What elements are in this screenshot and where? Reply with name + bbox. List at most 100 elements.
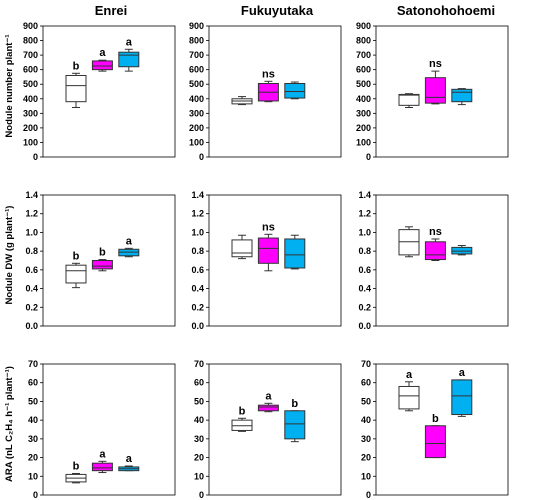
box-2: b — [424, 413, 446, 459]
y-tick-label: 0.6 — [25, 265, 38, 275]
y-tick-label: 50 — [194, 396, 204, 406]
column-title-fukuyutaka: Fukuyutaka — [241, 3, 314, 18]
y-tick-label: 600 — [23, 65, 38, 75]
y-tick-label: 500 — [189, 79, 204, 89]
y-tick-label: 30 — [194, 434, 204, 444]
y-tick-label: 100 — [23, 137, 38, 147]
box-iqr — [424, 77, 446, 104]
significance-label: a — [406, 369, 413, 381]
box-1: b — [65, 250, 87, 289]
significance-label: a — [265, 390, 272, 402]
box-1: b — [231, 405, 253, 432]
box-iqr — [424, 425, 446, 459]
y-tick-label: 0.8 — [191, 246, 204, 256]
y-tick-label: 1.4 — [191, 190, 204, 200]
y-tick-label: 1.4 — [25, 190, 38, 200]
plot-frame — [375, 194, 509, 327]
y-tick-label: 1.2 — [191, 209, 204, 219]
y-tick-label: 0.8 — [25, 246, 38, 256]
box-iqr — [284, 238, 306, 269]
y-tick-label: 400 — [23, 94, 38, 104]
box-iqr — [91, 260, 113, 270]
significance-label: b — [73, 250, 80, 262]
significance-label: a — [99, 448, 106, 460]
significance-label: b — [99, 247, 106, 259]
y-tick-label: 1.0 — [25, 227, 38, 237]
y-tick-label: 200 — [23, 123, 38, 133]
box-iqr — [118, 51, 140, 68]
y-tick-label: 1.0 — [191, 227, 204, 237]
y-tick-label: 60 — [28, 378, 38, 388]
significance-label: ns — [429, 226, 442, 238]
box-iqr — [284, 410, 306, 440]
panel-3-2: 0 10 20 30 40 50 60 70 b a b — [194, 359, 342, 500]
box-2: ns — [257, 221, 279, 272]
y-tick-label: 200 — [356, 123, 371, 133]
plot-frame — [375, 363, 509, 496]
y-tick-label: 60 — [361, 378, 371, 388]
y-tick-label: 300 — [23, 108, 38, 118]
y-tick-label: 50 — [361, 396, 371, 406]
plot-frame — [42, 194, 176, 327]
panel-3-3: 0 10 20 30 40 50 60 70 a b a — [361, 359, 509, 500]
significance-label: b — [239, 405, 246, 417]
y-tick-label: 900 — [356, 21, 371, 31]
y-tick-label: 600 — [189, 65, 204, 75]
box-1: a — [398, 369, 420, 412]
box-1 — [231, 96, 253, 106]
panel-1-2: 0 100 200 300 400 500 600 700 800 900 ns — [189, 21, 342, 162]
y-tick-label: 30 — [361, 434, 371, 444]
y-tick-label: 900 — [23, 21, 38, 31]
y-axis-label-nodule-dw: Nodule DW (g plant⁻¹) — [4, 206, 15, 305]
y-tick-label: 50 — [28, 396, 38, 406]
significance-label: ns — [262, 68, 275, 80]
box-iqr — [398, 93, 420, 106]
y-tick-label: 0 — [366, 152, 371, 162]
panel-2-3: 0.0 0.2 0.4 0.6 0.8 1.0 1.2 1.4 ns — [358, 190, 509, 331]
y-tick-label: 0.2 — [25, 302, 38, 312]
y-tick-label: 700 — [356, 50, 371, 60]
y-tick-label: 500 — [356, 79, 371, 89]
y-tick-label: 70 — [194, 359, 204, 369]
box-1: b — [65, 460, 87, 484]
box-2: ns — [424, 226, 446, 261]
plot-frame — [42, 363, 176, 496]
y-tick-label: 0 — [33, 490, 38, 500]
y-tick-label: 0 — [199, 152, 204, 162]
y-tick-label: 10 — [361, 471, 371, 481]
y-tick-label: 0.0 — [358, 321, 371, 331]
box-2: a — [91, 47, 113, 72]
y-tick-label: 0.8 — [358, 246, 371, 256]
plot-frame — [208, 25, 342, 158]
y-tick-label: 20 — [194, 453, 204, 463]
panels: 0100200300400500600700800900baa010020030… — [23, 21, 509, 500]
y-tick-label: 200 — [189, 123, 204, 133]
box-3: b — [284, 398, 306, 443]
significance-label: a — [99, 47, 106, 59]
y-tick-label: 0.4 — [191, 284, 204, 294]
plot-frame — [208, 194, 342, 327]
box-3 — [284, 234, 306, 270]
significance-label: ns — [262, 221, 275, 233]
box-1 — [398, 93, 420, 109]
y-tick-label: 20 — [28, 453, 38, 463]
box-iqr — [424, 241, 446, 261]
y-tick-label: 400 — [189, 94, 204, 104]
box-2: b — [91, 247, 113, 272]
y-tick-label: 0.4 — [25, 284, 38, 294]
y-tick-label: 700 — [189, 50, 204, 60]
box-1: b — [65, 60, 87, 109]
box-3 — [451, 88, 473, 106]
column-title-enrei: Enrei — [95, 3, 128, 18]
box-3: a — [118, 453, 140, 472]
box-2: ns — [424, 58, 446, 105]
y-tick-label: 100 — [189, 137, 204, 147]
plot-frame — [375, 25, 509, 158]
box-3 — [451, 245, 473, 256]
box-3: a — [118, 36, 140, 72]
box-2: a — [91, 448, 113, 474]
panel-2-2: 0.0 0.2 0.4 0.6 0.8 1.0 1.2 1.4 ns — [191, 190, 342, 331]
plot-frame — [208, 363, 342, 496]
box-iqr — [257, 404, 279, 412]
y-tick-label: 900 — [189, 21, 204, 31]
